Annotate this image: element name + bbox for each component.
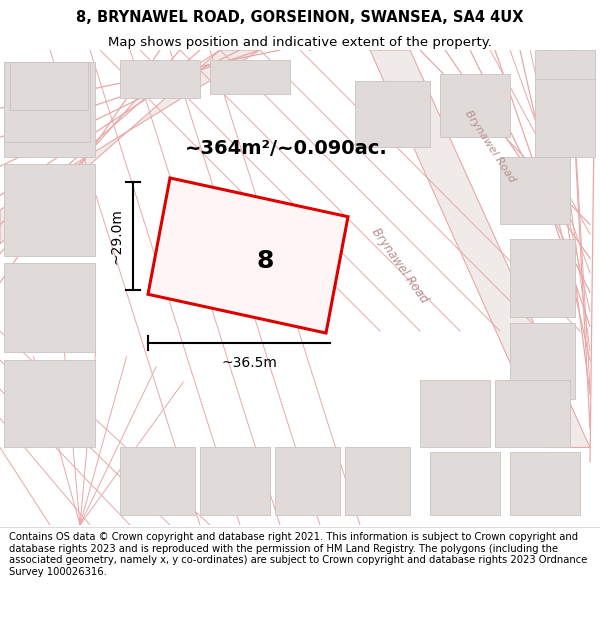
Polygon shape xyxy=(345,448,410,515)
Polygon shape xyxy=(200,448,270,515)
Polygon shape xyxy=(4,164,95,256)
Polygon shape xyxy=(10,62,88,110)
Polygon shape xyxy=(420,379,490,448)
Text: Brynawel Road: Brynawel Road xyxy=(463,109,517,185)
Polygon shape xyxy=(535,50,595,79)
Text: Contains OS data © Crown copyright and database right 2021. This information is : Contains OS data © Crown copyright and d… xyxy=(9,532,587,577)
Polygon shape xyxy=(120,60,200,99)
Polygon shape xyxy=(510,323,575,399)
Polygon shape xyxy=(510,452,580,515)
Text: Brynawel Road: Brynawel Road xyxy=(369,225,431,305)
Text: ~36.5m: ~36.5m xyxy=(221,356,277,371)
Polygon shape xyxy=(510,239,575,317)
Text: 8: 8 xyxy=(256,249,274,273)
Polygon shape xyxy=(355,81,430,147)
Polygon shape xyxy=(500,157,570,224)
Polygon shape xyxy=(148,178,348,333)
Text: ~364m²/~0.090ac.: ~364m²/~0.090ac. xyxy=(185,139,388,158)
Polygon shape xyxy=(210,60,290,94)
Polygon shape xyxy=(4,62,95,157)
Polygon shape xyxy=(120,448,195,515)
Polygon shape xyxy=(535,79,595,157)
Polygon shape xyxy=(370,50,590,448)
Text: 8, BRYNAWEL ROAD, GORSEINON, SWANSEA, SA4 4UX: 8, BRYNAWEL ROAD, GORSEINON, SWANSEA, SA… xyxy=(76,10,524,25)
Polygon shape xyxy=(0,50,260,244)
Polygon shape xyxy=(4,360,95,448)
Polygon shape xyxy=(4,62,90,142)
Text: Map shows position and indicative extent of the property.: Map shows position and indicative extent… xyxy=(108,36,492,49)
Polygon shape xyxy=(440,74,510,138)
Polygon shape xyxy=(275,448,340,515)
Text: ~29.0m: ~29.0m xyxy=(109,208,123,264)
Polygon shape xyxy=(495,379,570,448)
Polygon shape xyxy=(430,452,500,515)
Polygon shape xyxy=(4,263,95,352)
